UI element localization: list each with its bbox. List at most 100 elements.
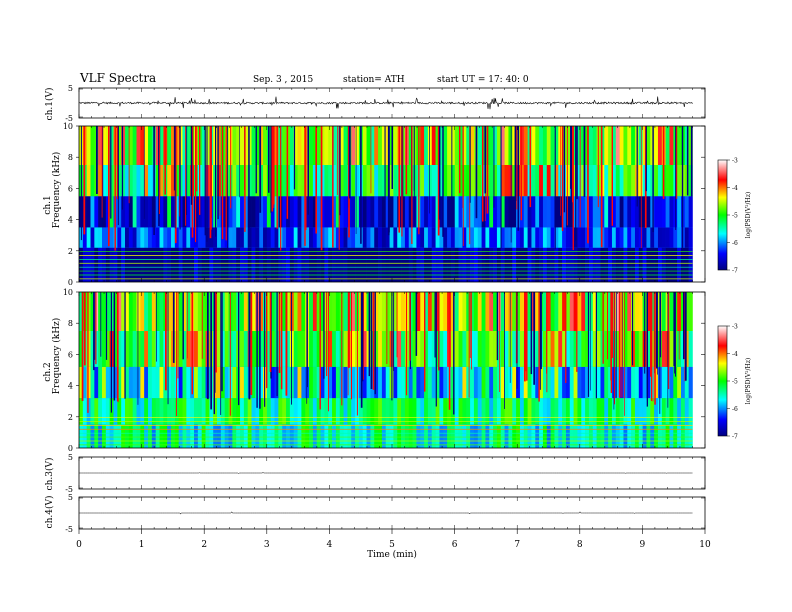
- ch1-spec-streak-20: [153, 126, 155, 235]
- ch2-spec-band-2-col-26: [178, 366, 183, 399]
- ch1-spec-band-2-col-58: [301, 196, 306, 228]
- ch2-spec-band-0-col-97: [450, 424, 456, 448]
- ch2-spec-band-0-col-61: [312, 424, 318, 448]
- ch2-spec-band-2-col-16: [140, 366, 145, 399]
- ch1-spec-band-1-col-85: [404, 227, 410, 248]
- ch2-spec-band-2-col-42: [240, 366, 245, 399]
- ch1-spec-band-4-col-59: [305, 126, 310, 165]
- ch2-spec-band-0-col-143: [627, 424, 632, 448]
- ch2-spec-band-0-col-105: [481, 424, 486, 448]
- ch2-spec-streak-138: [657, 292, 658, 375]
- ch2-spec-band-1-col-104: [477, 398, 482, 425]
- ch2-spec-band-4-col-17: [144, 292, 149, 331]
- ch1-spec-band-0-col-33: [205, 247, 210, 282]
- ch1-spec-band-2-col-127: [565, 196, 571, 228]
- ch2-spec-band-1-col-109: [496, 398, 502, 425]
- ch1-spec-band-0-col-95: [443, 247, 448, 282]
- ch1-spec-streak-74: [179, 126, 181, 230]
- ch2-spec-band-1-col-99: [458, 398, 463, 425]
- ch2-spec-band-0-col-3: [90, 424, 95, 448]
- ch1-spec-streak-76: [459, 126, 461, 194]
- ch1-spec-streak-3: [355, 126, 357, 234]
- ch1-spec-streak-66: [462, 126, 464, 208]
- ch1-spec-band-3-col-69: [343, 165, 348, 197]
- ch2-spec-band-3-col-17: [144, 331, 149, 367]
- ch1-spec-streak-7: [690, 126, 693, 197]
- ch2-spec-streak-62: [285, 292, 288, 396]
- ch1-spec-band-0-col-41: [236, 247, 241, 282]
- time-axis: 0 1 2 3 4 5 6 7 8 9 10: [76, 529, 711, 550]
- ch1-spec-band-4-col-139: [611, 126, 617, 165]
- ch2-spec-streak-55: [587, 292, 590, 397]
- ch2-spec-band-4-col-9: [113, 292, 118, 331]
- ch2-spec-band-2-col-66: [332, 366, 337, 399]
- ch1-spec-band-0-col-135: [596, 247, 601, 282]
- ch2-spec-band-1-col-141: [619, 398, 624, 425]
- x-tick-2: 2: [201, 540, 207, 550]
- ch1-spec-band-2-col-74: [362, 196, 367, 228]
- ch2-spec-band-0-col-92: [431, 424, 436, 448]
- ch1-spec-band-0-col-146: [638, 247, 643, 282]
- ch2-spec-band-0-col-81: [389, 424, 394, 448]
- ch1-spec-band-0-col-159: [688, 247, 693, 282]
- ch1-spec-band-2-col-18: [148, 196, 153, 228]
- ch1-spec-band-0-col-116: [523, 247, 528, 282]
- ch1-spec-streak-121: [391, 126, 393, 189]
- ch2-spec-band-2-col-156: [677, 366, 682, 399]
- ch2-spec-band-0-col-106: [485, 424, 490, 448]
- ch1-spec-band-0-col-81: [389, 247, 394, 282]
- ch1-spec-band-1-col-88: [416, 227, 421, 248]
- ch2-spec-band-1-col-144: [631, 398, 636, 425]
- ch2-spec-band-0-col-149: [650, 424, 655, 448]
- ch2-spec-band-4-col-23: [167, 292, 172, 331]
- ch2-spec-band-3-col-16: [140, 331, 145, 367]
- ch2-spec-streak-59: [533, 292, 535, 385]
- ch1-spec-band-2-col-4: [94, 196, 99, 228]
- ch2-spec-band-4-col-30: [194, 292, 199, 331]
- ch1-spec-band-1-col-99: [458, 227, 463, 248]
- ch2-spec-band-4-col-89: [420, 292, 425, 331]
- ch1-spec-streak-17: [174, 126, 177, 244]
- ch2-spec-band-4-col-146: [638, 292, 643, 331]
- ch2-spec-band-1-col-36: [217, 398, 222, 425]
- ch2-spec-band-2-col-97: [450, 366, 456, 399]
- ch1-spec-band-2-col-42: [240, 196, 245, 228]
- ch1-spec-band-4-col-72: [355, 126, 360, 165]
- ch1-spec-band-1-col-142: [623, 227, 628, 248]
- ch2-spec-band-0-col-93: [435, 424, 440, 448]
- ch1-spec-band-4-col-12: [125, 126, 130, 165]
- ch2-spec-band-1-col-98: [454, 398, 459, 425]
- ch2-spec-streak-94: [259, 292, 261, 409]
- cb1-ticks-label-3: -6: [732, 240, 738, 247]
- ch1-spec-streak-93: [195, 126, 197, 243]
- ch2-spec-band-0-col-39: [228, 424, 233, 448]
- ch1-spec-band-4-col-23: [167, 126, 172, 165]
- ch2-spec-band-2-col-27: [182, 366, 187, 399]
- ch1-spec-band-0-col-138: [608, 247, 613, 282]
- ch2-spec-band-4-col-154: [669, 292, 674, 331]
- ch2-spec-band-0-col-94: [439, 424, 444, 448]
- ch1-spec-band-0-col-75: [366, 247, 371, 282]
- ch2-spec-band-4-col-56: [293, 292, 298, 331]
- ch1-spec-band-1-col-82: [393, 227, 398, 248]
- ch2-spec-streak-67: [453, 292, 455, 415]
- ch1-spec-band-4-col-113: [512, 126, 517, 165]
- ch1-spec-band-0-col-59: [305, 247, 310, 282]
- ch2-spec-band-1-col-76: [370, 398, 375, 425]
- ch2-spec-band-3-col-14: [132, 331, 137, 367]
- ch1-spec-band-1-col-10: [117, 227, 122, 248]
- ch1-spec-band-3-col-47: [259, 165, 264, 197]
- ch1-spec-band-4-col-142: [623, 126, 628, 165]
- ch2-spec-band-1-col-15: [136, 398, 141, 425]
- ch1-spec-band-3-col-98: [454, 165, 459, 197]
- ch1-spec-band-0-col-83: [397, 247, 402, 282]
- ch2-spec-band-2-col-108: [493, 366, 498, 399]
- ch2-spec-band-2-col-5: [98, 366, 103, 399]
- ch2-spec-band-2-col-132: [585, 366, 590, 399]
- ch1-spec-band-4-col-82: [393, 126, 398, 165]
- ch2-spec-band-4-col-66: [332, 292, 337, 331]
- ch1-spec-band-0-col-97: [450, 247, 456, 282]
- ch2-spec-streak-52: [93, 292, 95, 371]
- ch2-spec-band-1-col-134: [592, 398, 597, 425]
- ch1-spec-band-2-col-13: [128, 196, 133, 228]
